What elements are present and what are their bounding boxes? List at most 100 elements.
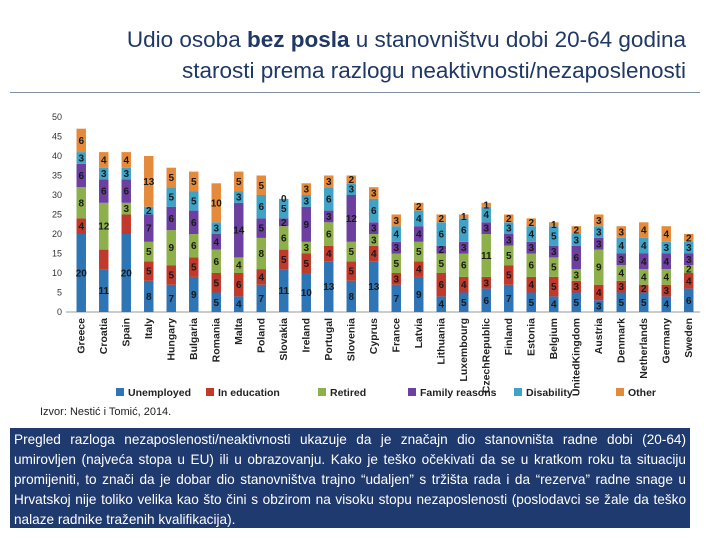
- bar-segment: [661, 241, 671, 254]
- data-label: 2: [438, 245, 444, 256]
- data-label: 4: [528, 280, 534, 291]
- bar-segment: [414, 210, 424, 227]
- bar-segment: [616, 280, 626, 293]
- data-label: 5: [168, 192, 174, 203]
- bar-segment: [414, 276, 424, 312]
- category-label: Romania: [210, 318, 222, 363]
- data-label: 4: [663, 230, 669, 241]
- data-label: 5: [281, 255, 287, 266]
- category-label: Austria: [593, 318, 605, 354]
- bar-segment: [571, 226, 581, 234]
- bar-segment: [301, 253, 311, 273]
- bar-segment: [594, 237, 604, 250]
- bar-segment: [189, 234, 199, 258]
- bar-segment: [481, 276, 491, 289]
- bar-segment: [211, 273, 221, 293]
- category-label: Bulgaria: [188, 318, 200, 360]
- data-label: 3: [213, 224, 219, 235]
- bar-segment: [436, 253, 446, 273]
- data-label: 3: [596, 228, 602, 239]
- data-label: 3: [573, 235, 579, 246]
- data-label: 1: [483, 200, 489, 211]
- bar-segment: [324, 261, 334, 312]
- bar-segment: [234, 202, 244, 258]
- bar-segment: [526, 226, 536, 242]
- data-label: 5: [348, 247, 354, 258]
- bar-segment: [504, 234, 514, 246]
- data-label: 3: [371, 224, 377, 235]
- bar-segment: [301, 183, 311, 195]
- bar-segment: [256, 218, 266, 238]
- data-label: 6: [438, 280, 444, 291]
- bar-segment: [279, 226, 289, 250]
- bar-segment: [504, 245, 514, 266]
- data-label: 9: [303, 220, 309, 231]
- data-label: 6: [101, 187, 107, 198]
- category-label: France: [390, 318, 402, 353]
- data-label: 10: [301, 288, 313, 299]
- bar-segment: [436, 214, 446, 223]
- bar-segment: [99, 202, 109, 250]
- category-label: Greece: [75, 318, 87, 354]
- data-label: 4: [528, 230, 534, 241]
- bar-segment: [256, 269, 266, 285]
- bar-segment: [144, 241, 154, 262]
- bar-segment: [414, 241, 424, 262]
- data-label: 4: [416, 214, 422, 225]
- data-label: 3: [483, 278, 489, 289]
- bar-segment: [144, 156, 154, 207]
- data-label: 5: [506, 270, 512, 281]
- data-label: 3: [596, 302, 602, 313]
- data-label: 12: [346, 214, 358, 225]
- bar-segment: [526, 253, 536, 277]
- bar-segment: [639, 222, 649, 238]
- data-label: 3: [393, 274, 399, 285]
- category-label: Slovakia: [278, 318, 290, 361]
- bar-segment: [616, 226, 626, 238]
- data-label: 9: [596, 263, 602, 274]
- bar-segment: [661, 284, 671, 297]
- category-label: Portugal: [323, 318, 335, 361]
- bar-segment: [166, 206, 176, 231]
- bar-segment: [144, 214, 154, 242]
- data-label: 3: [303, 185, 309, 196]
- bar-segment: [684, 273, 694, 289]
- y-tick-label: 30: [52, 190, 62, 200]
- data-label: 3: [663, 243, 669, 254]
- data-label: 5: [191, 177, 197, 188]
- data-label: 3: [663, 286, 669, 297]
- data-label: 20: [76, 269, 88, 280]
- data-label: 7: [393, 294, 399, 305]
- category-label: Cyprus: [368, 318, 380, 354]
- category-label: Netherlands: [638, 318, 650, 379]
- bar-segment: [211, 234, 221, 250]
- legend-swatch: [318, 388, 326, 396]
- bar-segment: [661, 253, 671, 270]
- data-label: 8: [258, 249, 264, 260]
- bar-segment: [211, 292, 221, 312]
- data-label: 4: [236, 300, 242, 311]
- data-label: 5: [506, 251, 512, 262]
- bar-segment: [391, 226, 401, 242]
- bar-segment: [99, 269, 109, 312]
- y-tick-label: 25: [52, 210, 62, 220]
- data-label: 2: [348, 175, 354, 186]
- data-label: 3: [618, 255, 624, 266]
- bar-segment: [189, 257, 199, 277]
- data-label: 7: [168, 294, 174, 305]
- bar-segment: [76, 234, 86, 312]
- bar-segment: [256, 195, 266, 219]
- data-label: 3: [618, 282, 624, 293]
- bar-segment: [166, 187, 176, 207]
- bar-segment: [144, 280, 154, 312]
- data-label: 3: [326, 177, 332, 188]
- data-label: 3: [371, 235, 377, 246]
- legend-swatch: [408, 388, 416, 396]
- bar-segment: [594, 284, 604, 301]
- bar-segment: [436, 222, 446, 246]
- data-label: 5: [258, 181, 264, 192]
- y-tick-label: 35: [52, 171, 62, 181]
- bar-segment: [549, 226, 559, 246]
- bar-segment: [166, 167, 176, 188]
- data-label: 6: [78, 171, 84, 182]
